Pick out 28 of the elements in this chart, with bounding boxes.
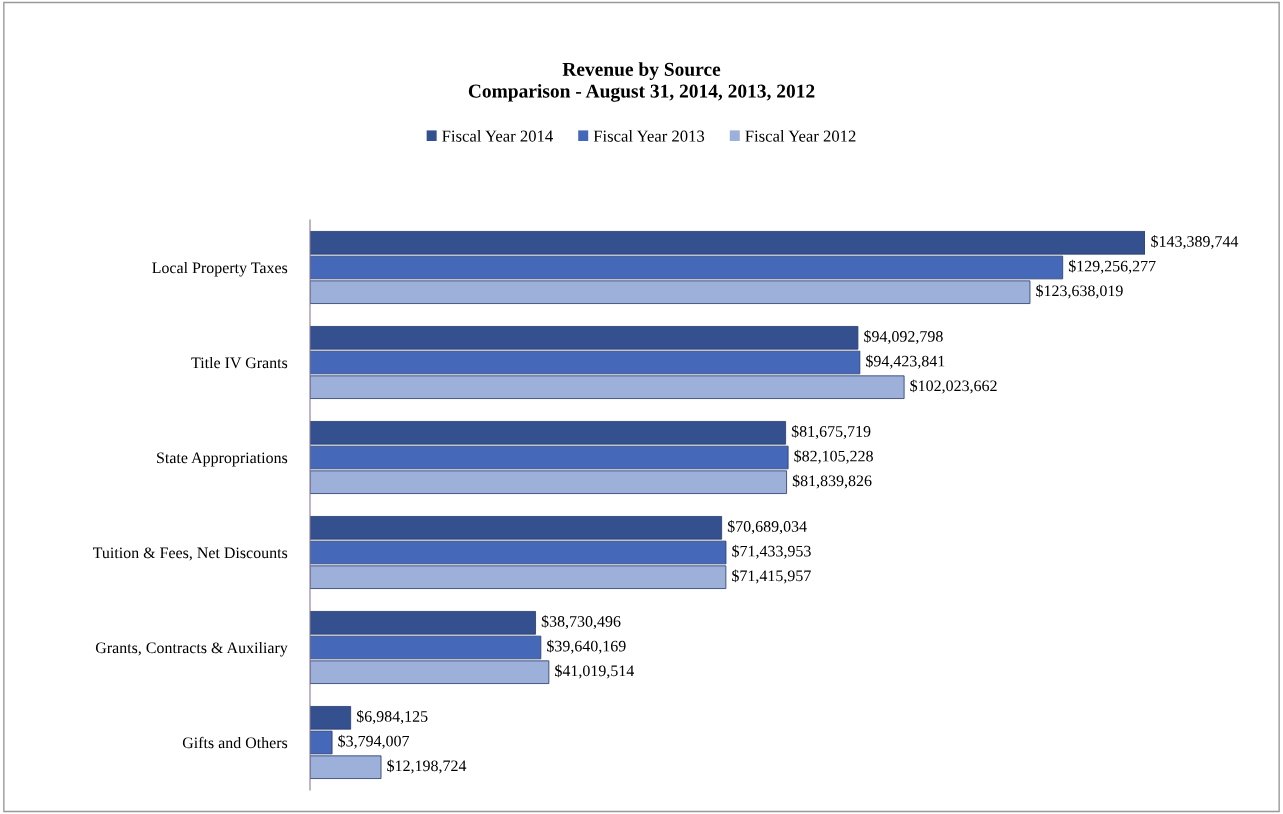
data-label: $70,689,034 <box>727 520 807 535</box>
data-label: $39,640,169 <box>547 639 626 654</box>
chart-title: Revenue by Source Comparison - August 31, 2014, 2013, 2012 <box>468 62 815 102</box>
y-tick-label: Title IV Grants <box>191 356 288 369</box>
data-label: $3,794,007 <box>338 734 410 749</box>
data-label: $123,638,019 <box>1036 284 1123 299</box>
y-tick-label: State Appropriations <box>157 452 288 467</box>
legend-label: Fiscal Year 2012 <box>745 130 856 142</box>
data-label: $129,256,277 <box>1068 259 1156 274</box>
y-tick-label: Grants, Contracts & Auxiliary <box>95 641 288 657</box>
data-label: $81,675,719 <box>791 425 871 440</box>
data-label: $71,433,953 <box>732 544 811 559</box>
y-tick-label: Gifts and Others <box>182 736 288 749</box>
legend-label: Fiscal Year 2013 <box>593 130 705 142</box>
y-tick-label: Local Property Taxes <box>152 261 288 277</box>
data-label: $38,730,496 <box>541 615 621 630</box>
legend-label: Fiscal Year 2014 <box>442 130 553 142</box>
data-label: $6,984,125 <box>356 710 428 725</box>
data-label: $81,839,826 <box>792 474 872 489</box>
data-label: $41,019,514 <box>555 664 635 679</box>
y-tick-label: Tuition & Fees, Net Discounts <box>92 547 288 561</box>
data-label: $71,415,957 <box>732 569 811 584</box>
data-label: $102,023,662 <box>910 379 997 394</box>
data-label: $94,423,841 <box>866 354 945 369</box>
data-label: $94,092,798 <box>864 330 943 345</box>
data-label: $82,105,228 <box>794 449 873 464</box>
data-label: $12,198,724 <box>387 759 467 774</box>
data-label: $143,389,744 <box>1151 235 1239 250</box>
